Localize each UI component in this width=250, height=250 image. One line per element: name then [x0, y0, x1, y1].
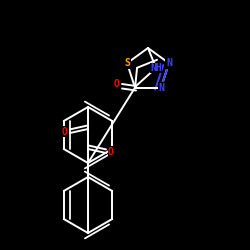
Text: O: O: [62, 127, 68, 137]
Text: N: N: [166, 58, 172, 68]
Text: O: O: [114, 79, 120, 89]
Text: NH: NH: [150, 63, 162, 73]
Text: O: O: [108, 147, 114, 157]
Text: S: S: [124, 58, 130, 68]
Text: N: N: [158, 83, 164, 93]
